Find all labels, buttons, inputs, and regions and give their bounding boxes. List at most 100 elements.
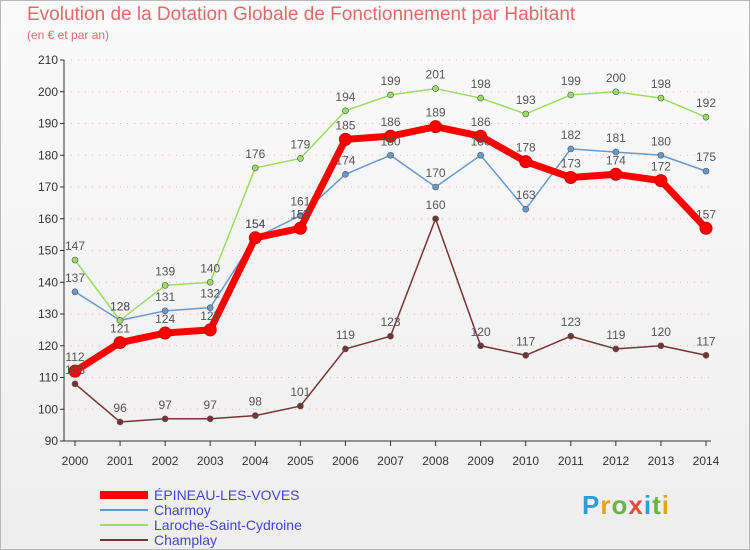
- y-tick-label: 90: [45, 434, 59, 448]
- data-point: [206, 304, 214, 311]
- data-point: [71, 288, 79, 296]
- data-point: [522, 110, 530, 118]
- data-point: [429, 120, 443, 134]
- data-label: 174: [335, 153, 355, 167]
- data-point: [206, 278, 214, 286]
- data-label: 173: [561, 156, 581, 170]
- legend-label-laroche: Laroche-Saint-Cydroine: [154, 517, 302, 533]
- logo-letter: P: [582, 490, 601, 520]
- data-point: [702, 113, 710, 121]
- data-point: [113, 336, 127, 350]
- data-point: [612, 88, 620, 96]
- data-label: 180: [380, 134, 400, 148]
- data-point: [342, 107, 349, 115]
- data-point: [567, 91, 575, 99]
- data-label: 108: [65, 363, 85, 377]
- data-point: [68, 364, 82, 378]
- x-tick-label: 2008: [422, 454, 449, 468]
- data-label: 117: [516, 334, 535, 348]
- data-point: [342, 171, 349, 178]
- x-tick-label: 2001: [107, 454, 134, 468]
- data-label: 180: [471, 134, 491, 148]
- data-label: 157: [290, 207, 310, 221]
- legend-swatch-champlay: [100, 539, 148, 541]
- data-label: 198: [471, 77, 491, 91]
- data-label: 181: [606, 131, 626, 145]
- x-tick-label: 2013: [648, 454, 675, 468]
- legend-swatch-epineau: [100, 491, 148, 499]
- data-point: [477, 94, 484, 102]
- legend-swatch-laroche: [100, 524, 148, 526]
- data-label: 198: [651, 77, 671, 91]
- data-point: [522, 351, 530, 359]
- data-point: [338, 132, 352, 146]
- x-tick-label: 2011: [558, 454, 584, 468]
- data-point: [387, 332, 394, 340]
- data-label: 112: [65, 350, 84, 364]
- data-point: [116, 418, 124, 426]
- data-label: 199: [561, 74, 581, 88]
- data-label: 182: [561, 128, 581, 142]
- legend-item-epineau: ÉPINEAU-LES-VOVES: [100, 487, 360, 503]
- data-label: 178: [516, 141, 536, 155]
- y-tick-label: 140: [38, 275, 58, 289]
- data-point: [71, 380, 79, 388]
- data-label: 96: [113, 401, 127, 415]
- data-point: [293, 221, 307, 235]
- y-tick-label: 210: [38, 53, 58, 67]
- data-label: 140: [200, 261, 220, 275]
- data-label: 117: [696, 334, 715, 348]
- data-label: 97: [204, 398, 218, 412]
- data-point: [342, 345, 349, 353]
- data-label: 186: [380, 115, 400, 129]
- x-tick-label: 2007: [377, 454, 404, 468]
- legend: ÉPINEAU-LES-VOVES Charmoy Laroche-Saint-…: [100, 487, 360, 548]
- data-label: 175: [696, 150, 716, 164]
- data-point: [387, 91, 394, 99]
- y-tick-label: 110: [39, 371, 58, 385]
- data-point: [654, 174, 668, 188]
- data-label: 192: [696, 96, 716, 110]
- y-tick-label: 190: [38, 117, 58, 131]
- data-label: 147: [65, 239, 85, 253]
- data-label: 123: [561, 315, 581, 329]
- data-label: 101: [290, 385, 310, 399]
- data-label: 128: [110, 299, 130, 313]
- legend-item-champlay: Champlay: [100, 532, 360, 548]
- data-point: [702, 167, 710, 175]
- data-label: 120: [651, 325, 671, 339]
- data-label: 125: [200, 309, 220, 323]
- y-tick-label: 100: [38, 402, 58, 416]
- data-label: 172: [651, 160, 671, 174]
- data-label: 119: [606, 328, 625, 342]
- data-point: [567, 145, 575, 153]
- data-label: 128: [110, 299, 130, 313]
- data-label: 123: [380, 315, 400, 329]
- legend-item-charmoy: Charmoy: [100, 502, 360, 518]
- x-tick-label: 2005: [287, 454, 314, 468]
- logo-letter: i: [643, 490, 653, 520]
- data-point: [609, 167, 623, 181]
- data-label: 201: [426, 68, 446, 82]
- data-point: [71, 256, 79, 264]
- data-point: [612, 148, 620, 156]
- data-point: [432, 215, 439, 223]
- x-tick-label: 2000: [62, 454, 89, 468]
- data-label: 185: [335, 118, 355, 132]
- data-label: 176: [245, 147, 265, 161]
- y-tick-label: 180: [38, 148, 58, 162]
- data-label: 163: [516, 188, 536, 202]
- data-point: [657, 342, 665, 350]
- data-point: [161, 307, 169, 315]
- y-tick-label: 160: [38, 212, 58, 226]
- data-point: [432, 85, 439, 92]
- data-point: [522, 205, 530, 213]
- data-label: 97: [158, 398, 172, 412]
- data-label: 199: [380, 74, 400, 88]
- data-label: 154: [245, 217, 265, 231]
- data-point: [248, 231, 262, 245]
- data-label: 98: [249, 395, 263, 409]
- logo-letter: r: [600, 490, 612, 520]
- data-label: 119: [336, 328, 355, 342]
